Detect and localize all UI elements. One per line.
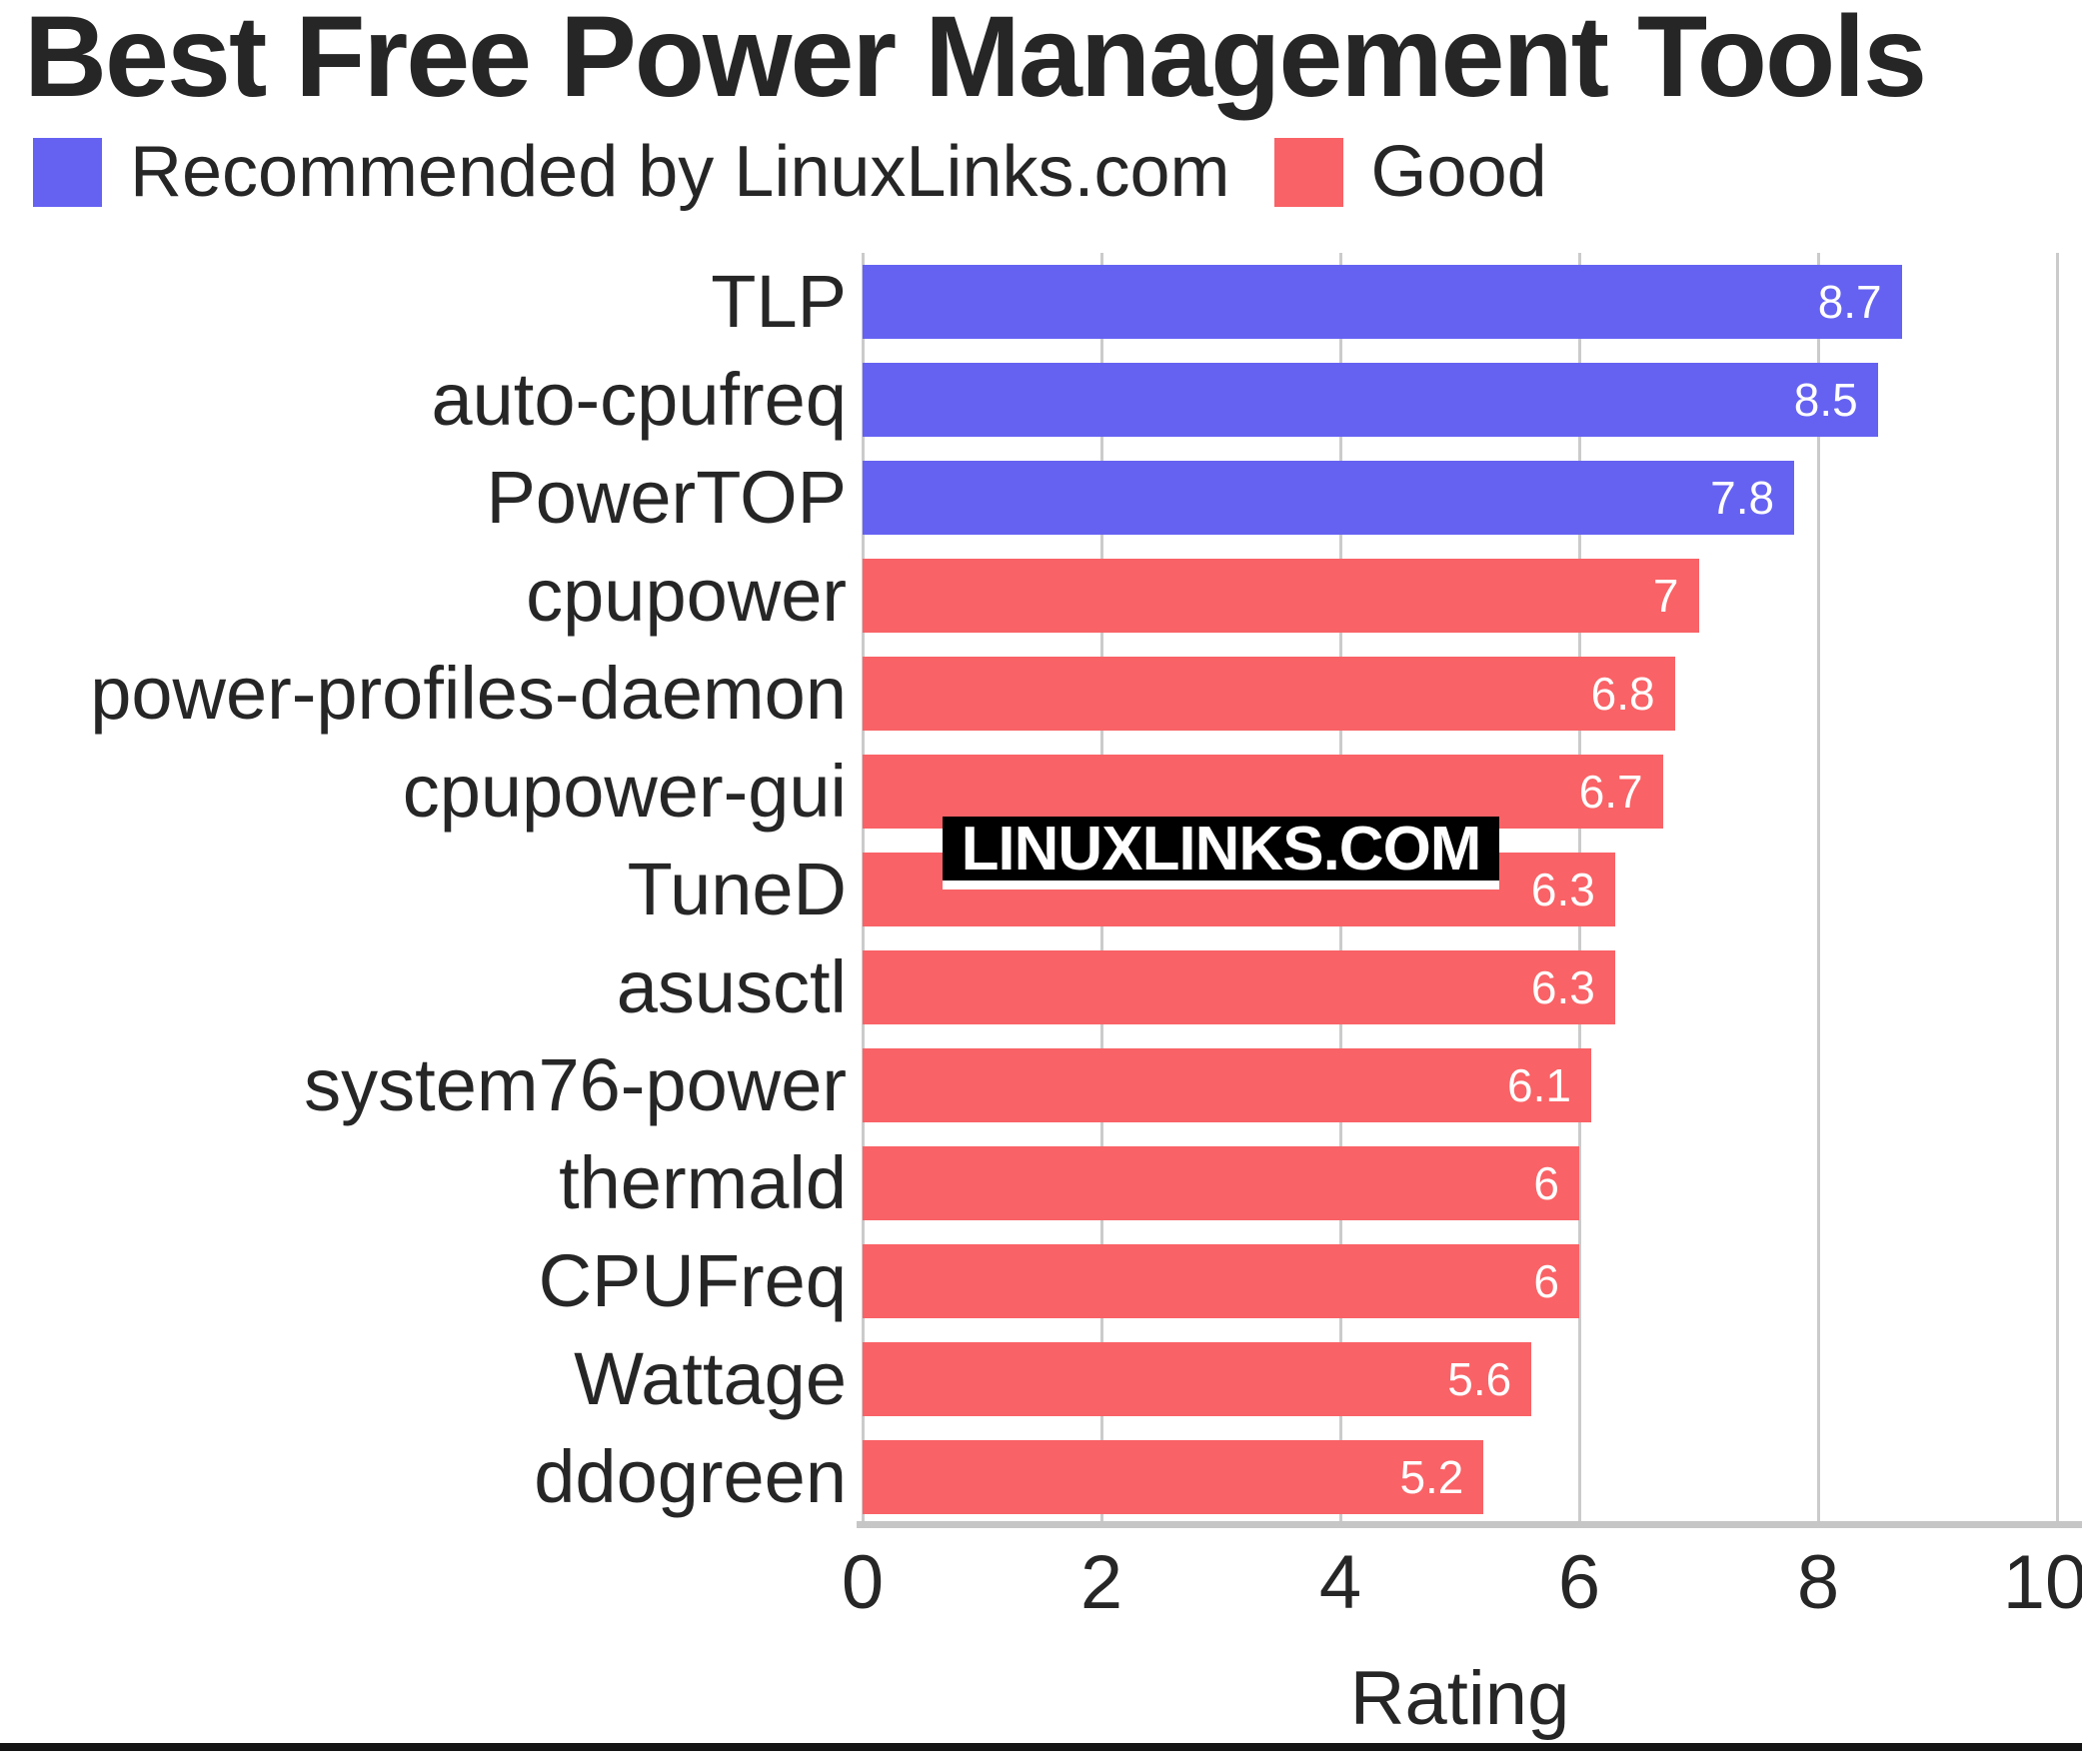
bar-value-label: 8.5 bbox=[1793, 374, 1858, 426]
legend-swatch-good bbox=[1273, 137, 1343, 207]
category-label: system76-power bbox=[304, 1043, 847, 1126]
chart-row: auto-cpufreq 8.5 bbox=[0, 351, 2082, 449]
gridline bbox=[2055, 253, 2059, 1526]
bar-good: 6.3 bbox=[863, 950, 1615, 1024]
footer-divider bbox=[0, 1743, 2082, 1751]
bar-value-label: 6.8 bbox=[1590, 668, 1655, 720]
category-label: cpupower bbox=[526, 554, 847, 637]
page-title: Best Free Power Management Tools bbox=[24, 0, 1927, 121]
bar-value-label: 8.7 bbox=[1817, 276, 1882, 328]
bar-recommended: 7.8 bbox=[863, 461, 1795, 535]
category-label: PowerTOP bbox=[486, 456, 847, 539]
bar-good: 6 bbox=[863, 1146, 1579, 1220]
bar-good: 5.2 bbox=[863, 1440, 1484, 1514]
bar-good: 6.8 bbox=[863, 657, 1675, 731]
bar-value-label: 6.3 bbox=[1530, 961, 1595, 1013]
legend-item-recommended: Recommended by LinuxLinks.com bbox=[33, 136, 1230, 208]
legend-swatch-recommended bbox=[33, 137, 102, 207]
chart-row: TLP 8.7 bbox=[0, 253, 2082, 351]
bar-good: 6.1 bbox=[863, 1048, 1591, 1122]
legend-label-recommended: Recommended by LinuxLinks.com bbox=[130, 132, 1230, 212]
chart-row: PowerTOP 7.8 bbox=[0, 449, 2082, 547]
bar-recommended: 8.5 bbox=[863, 363, 1878, 437]
category-label: cpupower-gui bbox=[402, 750, 847, 833]
legend-item-good: Good bbox=[1273, 132, 1547, 212]
x-tick-label: 8 bbox=[1796, 1540, 1840, 1625]
chart-row: asusctl 6.3 bbox=[0, 938, 2082, 1036]
bar-value-label: 6.3 bbox=[1530, 864, 1595, 915]
x-tick-label: 6 bbox=[1557, 1540, 1601, 1625]
x-tick-label: 0 bbox=[841, 1540, 885, 1625]
chart-row: Wattage 5.6 bbox=[0, 1330, 2082, 1428]
bar-value-label: 7 bbox=[1652, 570, 1679, 622]
x-tick-label: 10 bbox=[2002, 1540, 2082, 1625]
bar-good: 6.7 bbox=[863, 755, 1663, 829]
legend-label-good: Good bbox=[1370, 132, 1547, 212]
category-label: CPUFreq bbox=[538, 1239, 847, 1322]
category-label: TLP bbox=[711, 260, 847, 343]
x-axis-title: Rating bbox=[1349, 1656, 1570, 1741]
category-label: asusctl bbox=[616, 945, 847, 1028]
chart-row: thermald 6 bbox=[0, 1134, 2082, 1232]
legend: Recommended by LinuxLinks.com Good bbox=[33, 132, 1547, 212]
bar-good: 6 bbox=[863, 1244, 1579, 1318]
bar-value-label: 6 bbox=[1533, 1255, 1559, 1307]
gridline bbox=[1816, 253, 1820, 1526]
category-label: Wattage bbox=[574, 1337, 847, 1420]
chart-row: power-profiles-daemon 6.8 bbox=[0, 645, 2082, 743]
watermark-text: LINUXLINKS.COM bbox=[961, 814, 1482, 883]
x-tick-label: 4 bbox=[1318, 1540, 1362, 1625]
bar-value-label: 6.7 bbox=[1578, 766, 1643, 818]
chart-row: CPUFreq 6 bbox=[0, 1232, 2082, 1330]
watermark: LINUXLINKS.COM bbox=[943, 814, 1499, 883]
chart-row: ddogreen 5.2 bbox=[0, 1428, 2082, 1526]
category-label: auto-cpufreq bbox=[431, 358, 848, 441]
bar-value-label: 5.6 bbox=[1447, 1353, 1512, 1405]
chart-row: system76-power 6.1 bbox=[0, 1036, 2082, 1134]
chart-row: cpupower 7 bbox=[0, 547, 2082, 645]
category-label: thermald bbox=[559, 1141, 847, 1224]
category-label: TuneD bbox=[627, 848, 847, 930]
bar-value-label: 6.1 bbox=[1506, 1059, 1571, 1111]
bar-value-label: 5.2 bbox=[1399, 1451, 1464, 1503]
bar-good: 5.6 bbox=[863, 1342, 1532, 1416]
x-tick-label: 2 bbox=[1079, 1540, 1123, 1625]
bar-recommended: 8.7 bbox=[863, 265, 1902, 339]
bar-good: 7 bbox=[863, 559, 1699, 633]
bar-value-label: 6 bbox=[1533, 1157, 1559, 1209]
category-label: ddogreen bbox=[534, 1435, 847, 1518]
category-label: power-profiles-daemon bbox=[90, 652, 847, 735]
chart-row: cpupower-gui 6.7 bbox=[0, 743, 2082, 841]
x-axis-line bbox=[857, 1521, 2082, 1528]
bar-value-label: 7.8 bbox=[1710, 472, 1775, 524]
